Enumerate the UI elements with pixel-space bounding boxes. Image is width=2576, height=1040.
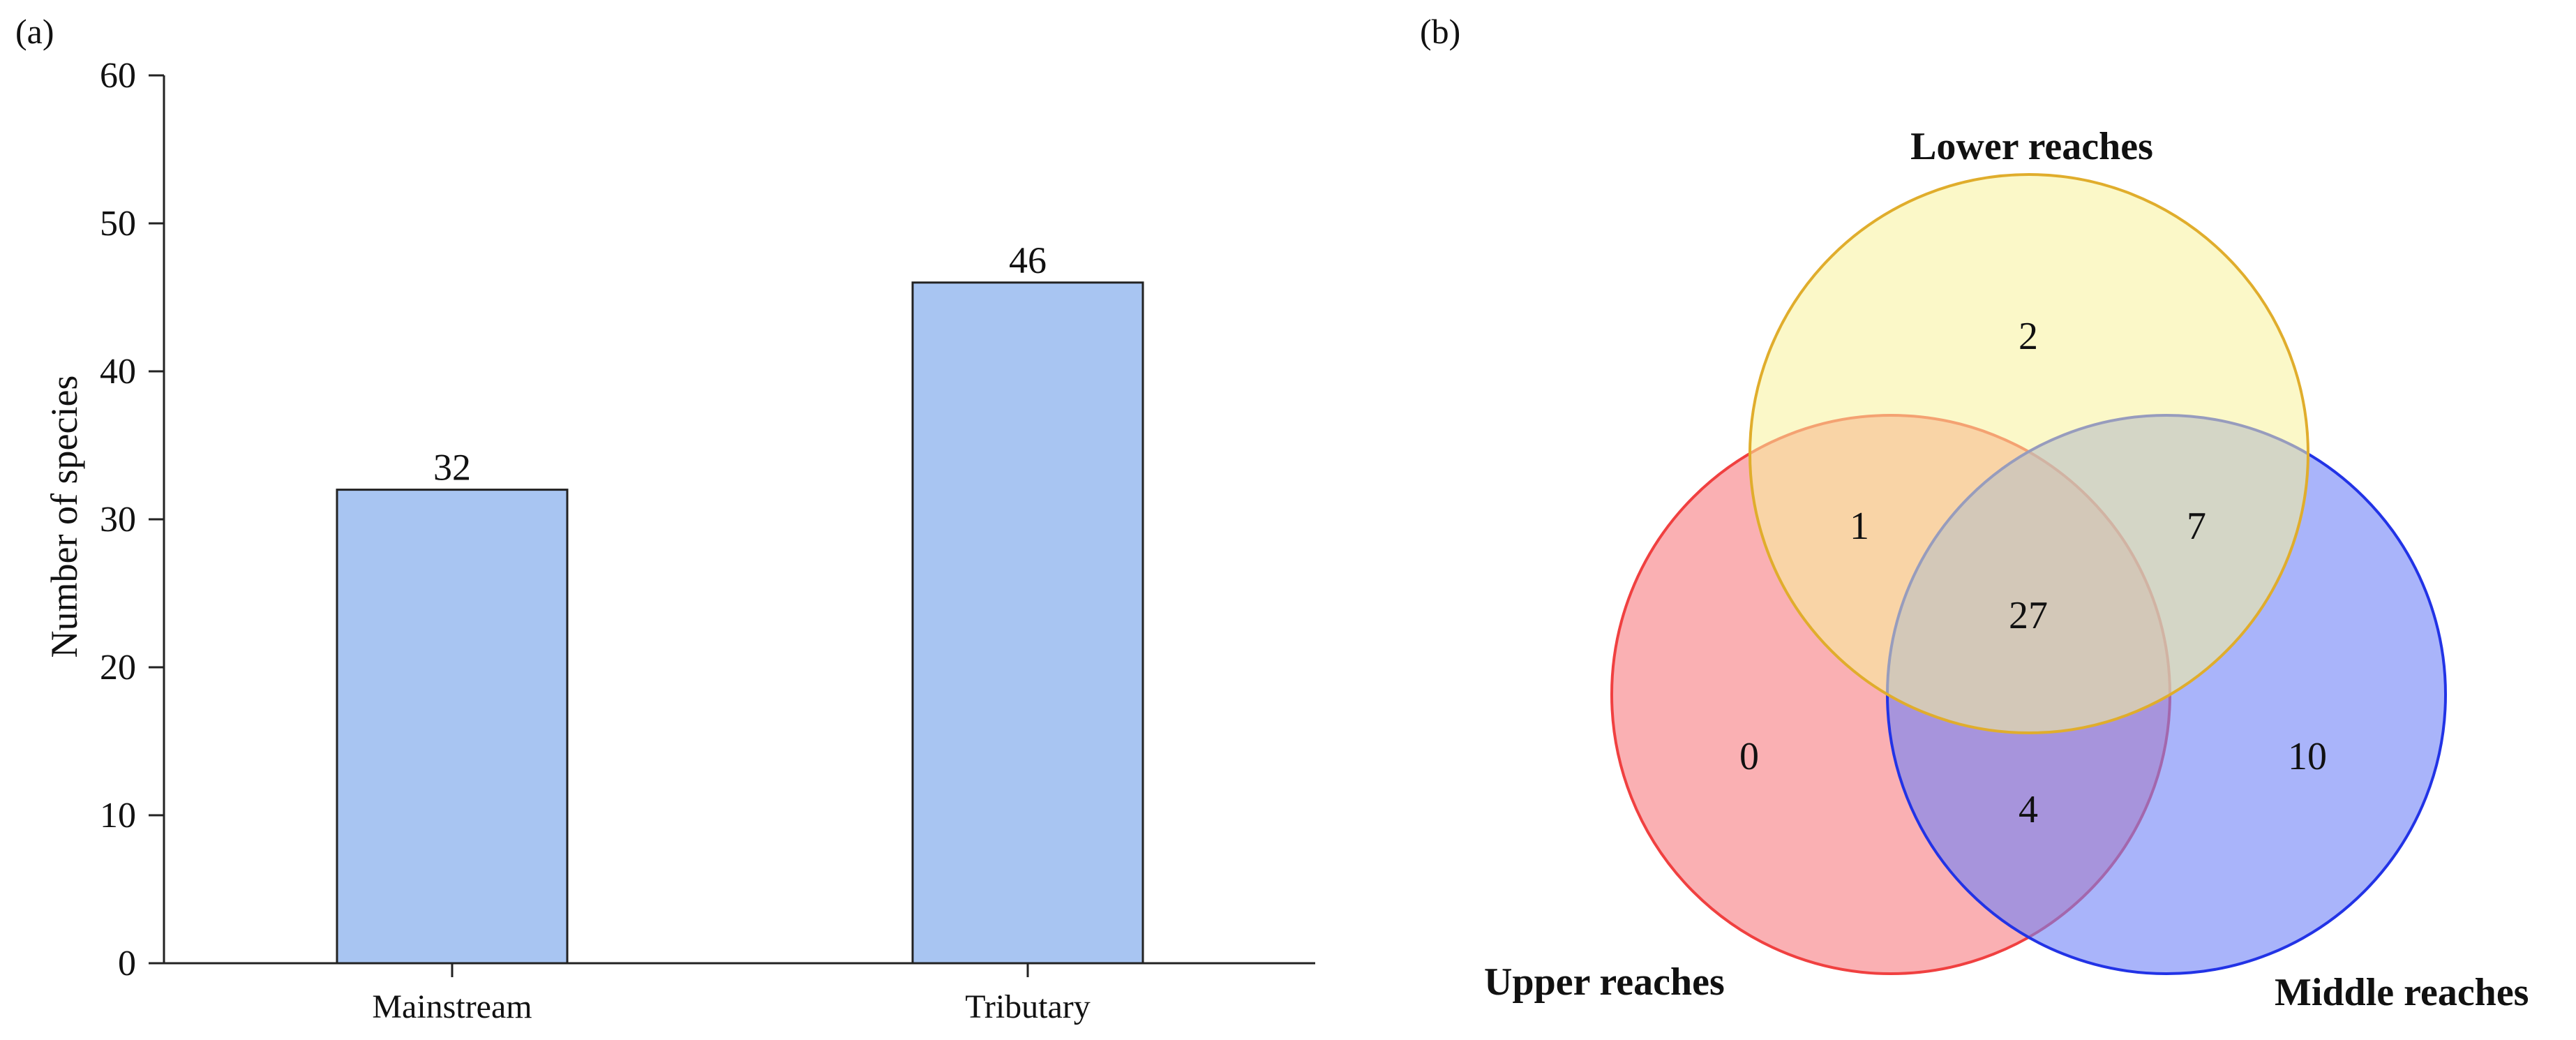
- x-category-label: Tributary: [965, 988, 1091, 1025]
- bar-data-label: 32: [433, 447, 471, 489]
- venn-label-lower-reaches: Lower reaches: [1910, 125, 2153, 168]
- bar-data-label: 46: [1009, 239, 1047, 281]
- y-tick-label: 50: [100, 204, 136, 244]
- venn-count-middle-only: 10: [2288, 735, 2327, 778]
- bar-data-labels: 32 46: [433, 239, 1047, 489]
- venn-count-lower-upper: 1: [1850, 505, 1869, 548]
- y-tick-label: 20: [100, 648, 136, 688]
- y-tick-label: 10: [100, 796, 136, 835]
- bar-mainstream: [336, 489, 569, 965]
- bar-tributary: [911, 281, 1144, 965]
- y-axis-title: Number of species: [43, 376, 85, 658]
- venn-label-middle-reaches: Middle reaches: [2275, 971, 2529, 1014]
- panel-label-b: (b): [1420, 12, 1460, 51]
- venn-count-upper-only: 0: [1739, 735, 1759, 778]
- y-axis-ticks: 0 10 20 30 40 50 60: [100, 56, 164, 983]
- y-tick-label: 60: [100, 56, 136, 96]
- venn-label-upper-reaches: Upper reaches: [1484, 960, 1725, 1004]
- x-category-label: Mainstream: [372, 988, 532, 1025]
- x-axis-ticks: Mainstream Tributary: [372, 963, 1091, 1025]
- bars: [336, 281, 1144, 965]
- y-tick-label: 40: [100, 352, 136, 392]
- y-tick-label: 0: [118, 944, 136, 983]
- venn-count-lower-only: 2: [2019, 315, 2038, 358]
- venn-count-all-three: 27: [2009, 594, 2048, 637]
- bar-chart-panel: (a) Number of species 0 10 20 30 40 50 60 32 46…: [15, 12, 1315, 1025]
- venn-circle-lower-reaches: [1748, 173, 2309, 734]
- panel-label-a: (a): [15, 12, 54, 51]
- venn-count-lower-middle: 7: [2187, 505, 2206, 548]
- y-tick-label: 30: [100, 500, 136, 540]
- venn-panel: (b) Lower reaches Upper reaches Middle r…: [1420, 12, 2529, 1014]
- venn-count-upper-middle: 4: [2019, 788, 2038, 831]
